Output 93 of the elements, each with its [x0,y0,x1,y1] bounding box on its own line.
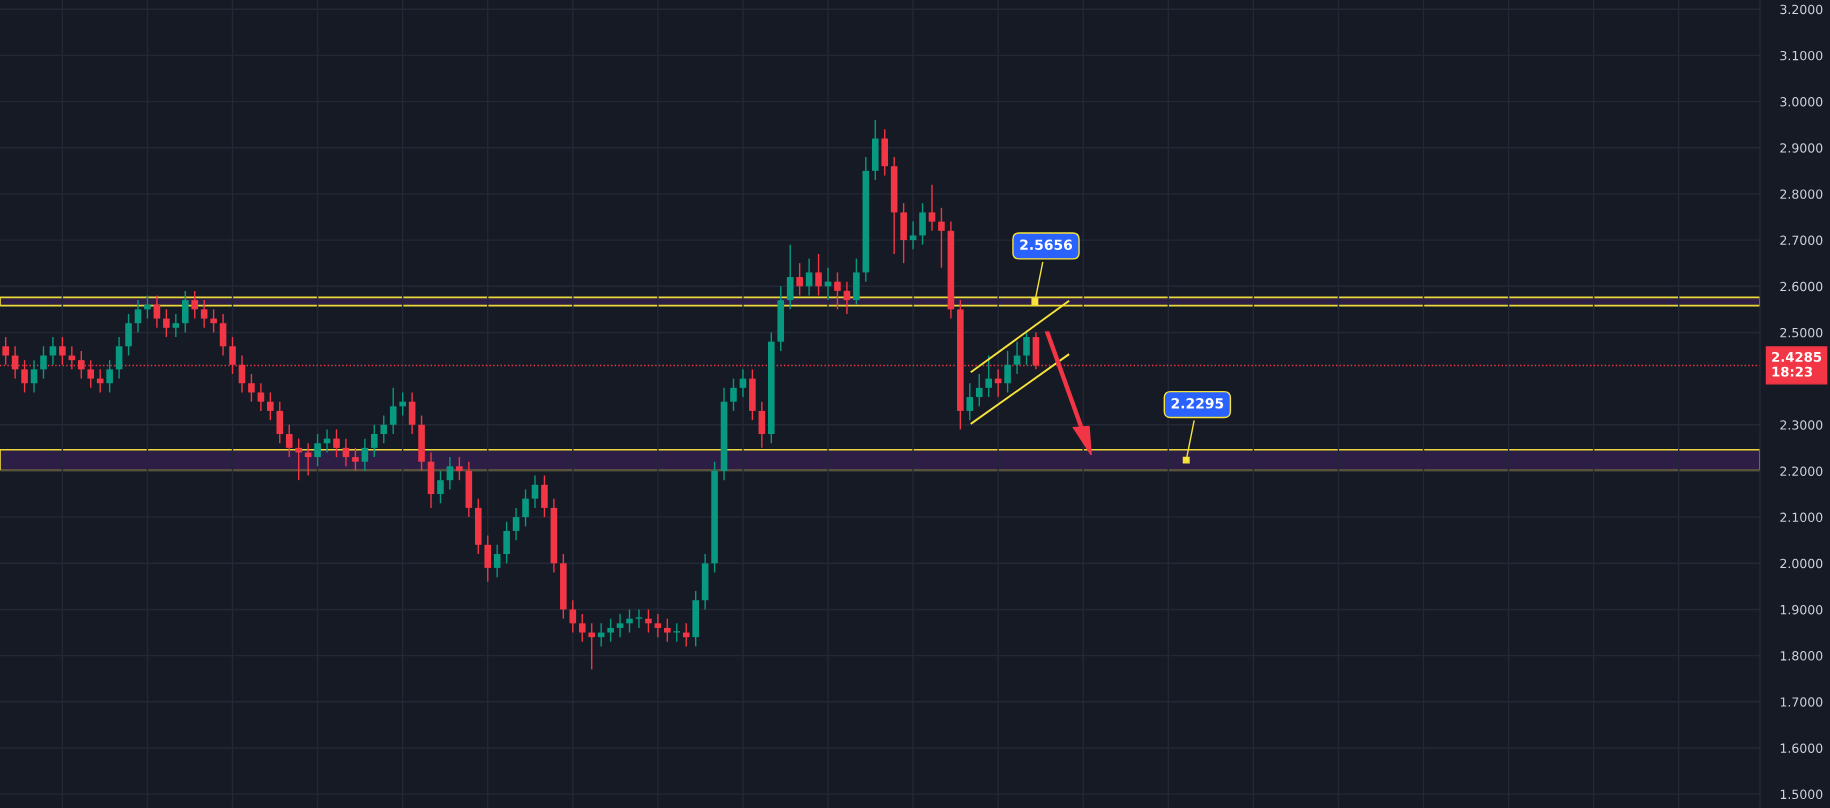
y-tick-label: 2.0000 [1780,558,1823,569]
candlestick [616,613,624,638]
candlestick [834,271,841,311]
candlestick [1004,350,1011,394]
candlestick [333,428,340,458]
candlestick [389,387,397,435]
candlestick [40,345,47,380]
candlestick [578,613,586,643]
candlestick [815,253,822,297]
candlestick [503,521,510,564]
candlestick [909,220,917,251]
candlestick [928,183,936,232]
candlestick [125,313,132,357]
candlestick [645,608,652,634]
y-tick-label: 2.9000 [1780,143,1823,153]
candlestick [682,622,690,648]
y-tick-label: 2.8000 [1780,189,1823,199]
band-label: 2.5656 [1020,239,1073,250]
y-tick-label: 1.5000 [1780,789,1823,800]
candlestick [257,382,265,412]
band-label: 2.2295 [1171,398,1224,409]
candlestick [654,613,662,638]
candlestick [172,313,180,338]
y-tick-label: 1.8000 [1780,651,1823,661]
candlestick [2,336,9,366]
ref-line-label: 2.4285 18:23 [1772,351,1822,377]
y-tick-label: 2.2000 [1780,466,1823,476]
candlestick [144,294,151,320]
candlestick [607,618,614,643]
candlestick [371,424,378,458]
y-tick-label: 1.7000 [1780,697,1823,707]
candlestick [758,400,766,449]
candlestick [200,299,208,329]
candlestick [673,622,681,643]
candlestick [181,290,189,334]
candlestick [786,244,794,311]
candlestick [1023,331,1030,366]
candlestick [115,336,123,380]
candlestick [219,313,227,357]
candlestick [153,294,161,329]
candlestick [30,359,38,394]
candlestick [361,437,369,472]
candlestick [191,290,199,320]
candlestick [437,470,444,504]
candlestick [493,544,501,578]
candlestick [588,622,596,671]
candlestick [938,207,945,269]
candlestick [966,382,974,421]
y-tick-label: 2.6000 [1780,281,1823,292]
candlestick [569,599,577,634]
y-tick-label: 2.7000 [1780,235,1823,246]
y-tick-label: 3.1000 [1780,50,1823,61]
y-tick-label: 2.3000 [1780,420,1823,430]
candlestick [49,336,57,366]
y-tick-label: 2.1000 [1780,512,1823,523]
candlestick [512,507,520,541]
candlestick [267,391,274,421]
candlestick [664,618,671,643]
candlestick [163,308,170,338]
candlestick [248,373,255,403]
candlestick [456,456,463,481]
candlestick [446,456,454,491]
candlestick [352,447,359,472]
y-tick-label: 2.5000 [1780,327,1823,338]
candlestick [531,474,539,509]
candlestick [730,377,737,412]
candlestick [635,608,643,629]
candlestick [399,391,406,417]
candlestick [304,442,312,477]
candlestick [484,534,492,583]
candlestick [210,308,217,334]
y-tick-label: 3.2000 [1780,4,1823,15]
candlestick [805,257,813,297]
candlestick [295,437,302,481]
candlestick [96,368,104,394]
candlestick [522,488,529,528]
candlestick [975,373,983,408]
candlestick [626,608,633,634]
candlestick [314,433,321,468]
candlestick [134,299,142,334]
candlestick [985,354,993,398]
candlestick [380,414,388,444]
candlestick [541,474,548,518]
y-tick-label: 1.9000 [1780,604,1823,615]
y-tick-label: 3.0000 [1780,97,1823,107]
y-tick-label: 1.6000 [1780,743,1823,753]
candlestick [285,424,293,458]
candlestick [106,359,113,394]
candlestick [59,336,66,366]
candlestick [919,202,926,246]
candlestick [276,400,284,444]
candlestick [408,391,416,435]
candlestick [796,262,803,297]
